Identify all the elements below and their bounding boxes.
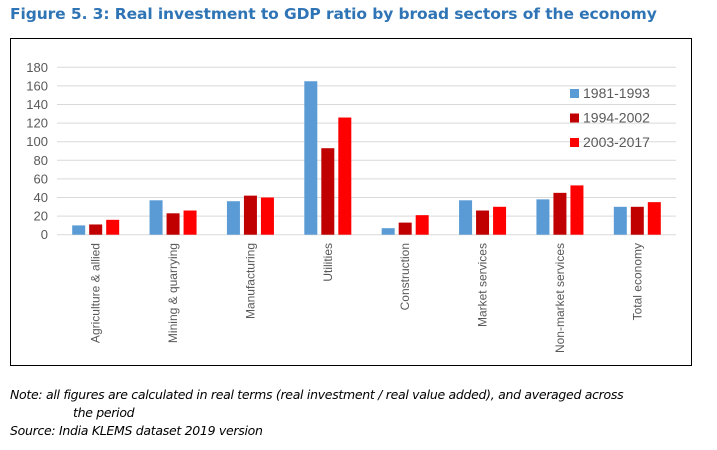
note-text: Note: all figures are calculated in real…	[10, 387, 624, 402]
legend-label: 2003-2017	[583, 134, 650, 150]
bar	[89, 224, 103, 235]
legend-swatch	[570, 138, 579, 147]
bar	[304, 81, 318, 235]
bar	[459, 200, 473, 235]
bar	[613, 206, 627, 235]
bars	[72, 81, 661, 235]
y-tick-label: 120	[26, 116, 48, 131]
chart-frame	[10, 38, 692, 366]
x-tick-label: Non-market services	[553, 243, 567, 353]
bar	[106, 219, 120, 235]
bar	[166, 213, 180, 235]
x-tick-label: Utilities	[321, 243, 335, 282]
y-tick-label: 100	[26, 134, 48, 149]
bar	[321, 148, 335, 235]
legend-label: 1981-1993	[583, 85, 650, 101]
bar	[570, 185, 584, 235]
bar	[647, 202, 661, 235]
bar	[338, 117, 352, 235]
y-tick-label: 80	[34, 153, 48, 168]
legend-swatch	[570, 113, 579, 123]
note-text-continued: the period	[73, 405, 135, 420]
x-tick-label: Market services	[476, 243, 490, 327]
y-tick-label: 140	[26, 97, 48, 112]
y-tick-label: 20	[34, 209, 48, 224]
legend-swatch	[570, 89, 579, 98]
y-tick-label: 160	[26, 78, 48, 93]
x-axis-labels: Agriculture & allied Mining & quarrying Ma…	[89, 243, 645, 353]
bar	[72, 225, 86, 235]
bar	[536, 199, 550, 235]
bar	[243, 195, 257, 235]
source-text: Source: India KLEMS dataset 2019 version	[10, 423, 263, 438]
y-tick-label: 40	[34, 190, 48, 205]
x-tick-label: Total economy	[630, 243, 644, 320]
y-tick-label: 60	[34, 171, 48, 186]
figure-title: Figure 5. 3: Real investment to GDP rati…	[10, 5, 657, 23]
bar	[381, 228, 395, 235]
bar	[149, 200, 163, 235]
x-tick-label: Construction	[398, 243, 412, 310]
bar	[398, 222, 412, 235]
legend-label: 1994-2002	[583, 110, 650, 126]
bar	[553, 192, 567, 235]
bar	[415, 215, 429, 235]
bar	[183, 210, 197, 235]
y-tick-label: 180	[26, 60, 48, 75]
bar	[260, 197, 274, 235]
bar	[226, 201, 240, 235]
x-tick-label: Agriculture & allied	[89, 243, 103, 343]
x-tick-label: Mining & quarrying	[166, 243, 180, 343]
bar	[493, 206, 507, 235]
figure-notes: Note: all figures are calculated in real…	[10, 386, 624, 440]
y-tick-label: 0	[41, 227, 48, 242]
y-axis-ticks: 0 20 40 60 80 100 120 140 160 180	[26, 60, 48, 242]
gridlines	[57, 66, 676, 236]
bar	[476, 210, 490, 235]
legend: 1981-1993 1994-2002 2003-2017	[570, 85, 650, 150]
bar	[630, 206, 644, 235]
x-tick-label: Manufacturing	[243, 243, 257, 319]
